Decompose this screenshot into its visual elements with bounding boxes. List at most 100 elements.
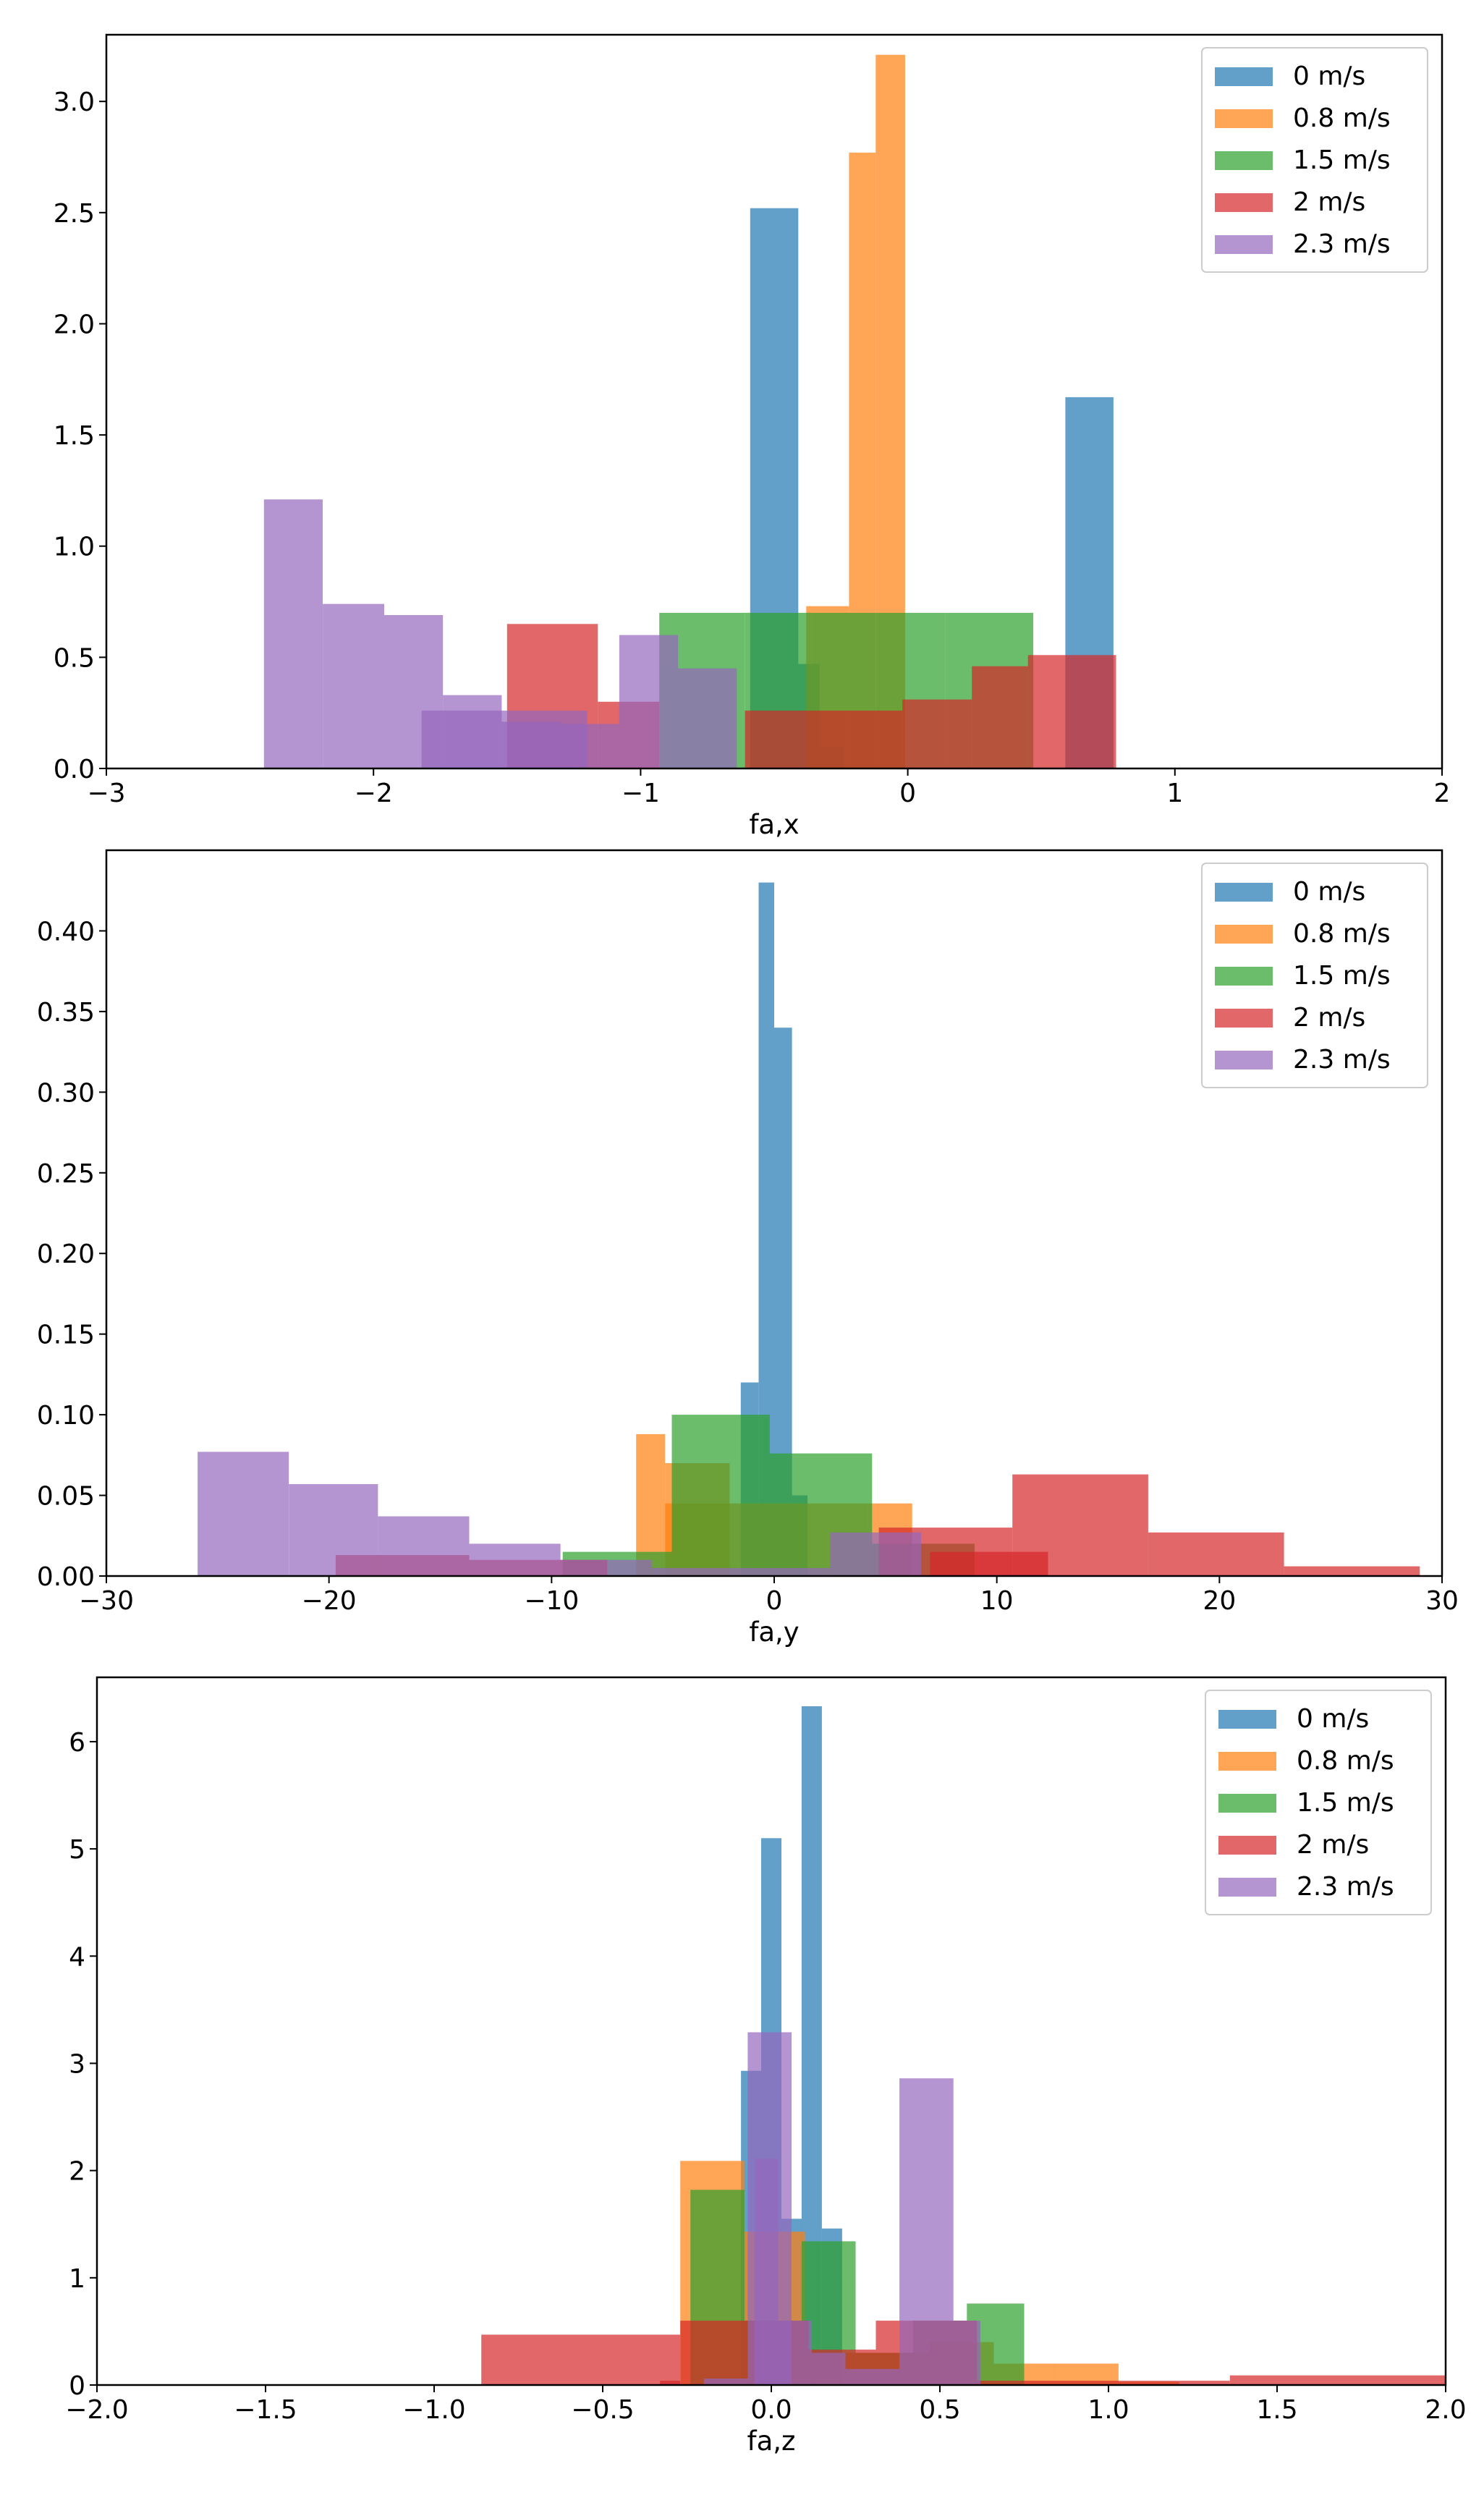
legend-swatch: [1215, 235, 1273, 254]
y-tick-label: 0: [69, 2371, 85, 2401]
x-tick-label: −20: [302, 1586, 357, 1616]
y-tick-label: 5: [69, 1835, 85, 1865]
legend-swatch: [1218, 1752, 1276, 1771]
y-tick-label: 0.20: [37, 1240, 95, 1269]
bar-2-3-m-s: [469, 1543, 561, 1576]
y-tick-label: 2: [69, 2157, 85, 2187]
bar-2-m-s: [481, 2334, 681, 2385]
bar-2-m-s: [902, 699, 972, 768]
y-tick-label: 1.0: [54, 533, 95, 562]
legend-swatch: [1218, 1878, 1276, 1897]
x-tick-label: 1: [1166, 779, 1183, 808]
y-tick-label: 2.5: [54, 199, 95, 229]
x-tick-label: −1.5: [234, 2395, 297, 2425]
legend: 0 m/s 0.8 m/s 1.5 m/s 2 m/s 2.3 m/s: [1201, 863, 1428, 1088]
y-tick-label: 0.0: [54, 755, 95, 784]
legend-swatch: [1215, 151, 1273, 170]
bar-2-m-s: [1284, 1566, 1420, 1576]
bar-2-m-s: [972, 666, 1028, 768]
x-axis-label: fa,x: [749, 809, 799, 840]
x-tick-label: 1.0: [1087, 2395, 1129, 2425]
y-tick-label: 0.00: [37, 1562, 95, 1592]
x-tick-label: −30: [79, 1586, 134, 1616]
x-tick-label: 20: [1203, 1586, 1236, 1616]
bar-2-3-m-s: [811, 2352, 846, 2385]
y-tick-label: 1: [69, 2264, 85, 2294]
bar-2-m-s: [745, 711, 831, 768]
bar-2-3-m-s: [323, 603, 384, 768]
bar-2-3-m-s: [953, 2321, 980, 2385]
chart-panel-3: −2.0 −1.5 −1.0 −0.5 0.0 0.5 1.0 1.5 2.0 0 1 2 3 4 5 6 fa…: [65, 1676, 1467, 2457]
bar-1-5-m-s: [671, 1415, 770, 1576]
bar-2-m-s: [660, 2381, 681, 2385]
bars-group: [263, 54, 1116, 768]
legend-swatch: [1218, 1710, 1276, 1729]
x-tick-label: 0: [766, 1586, 783, 1616]
bar-2-m-s: [1148, 1532, 1284, 1576]
x-tick-label: 2: [1434, 779, 1451, 808]
y-tick-label: 3.0: [54, 88, 95, 117]
x-tick-label: 10: [980, 1586, 1014, 1616]
x-tick-label: −2: [355, 779, 393, 808]
legend-label: 2.3 m/s: [1297, 1872, 1394, 1902]
legend-swatch: [1218, 1794, 1276, 1813]
bar-2-3-m-s: [378, 1516, 470, 1576]
y-tick-label: 0.5: [54, 643, 95, 673]
x-axis-label: fa,z: [747, 2426, 796, 2457]
legend-label: 0 m/s: [1293, 62, 1365, 91]
legend-label: 0 m/s: [1293, 877, 1365, 907]
bar-2-3-m-s: [845, 2368, 900, 2385]
legend-label: 0.8 m/s: [1293, 919, 1391, 949]
x-tick-label: 0.5: [919, 2395, 960, 2425]
legend-swatch: [1215, 193, 1273, 212]
bar-2-3-m-s: [651, 1567, 830, 1576]
legend-swatch: [1215, 883, 1273, 902]
bar-2-3-m-s: [560, 1559, 652, 1576]
bar-2-m-s: [1027, 655, 1116, 768]
legend-box: [1201, 47, 1428, 273]
chart-panel-2: −30 −20 −10 0 10 20 30 0.00 0.05 0.10 0.15 0.20 0.25…: [37, 849, 1459, 1648]
y-tick-label: 6: [69, 1728, 85, 1758]
legend-swatch: [1215, 109, 1273, 128]
axes-frame: [105, 33, 1443, 770]
bar-2-3-m-s: [289, 1484, 378, 1576]
y-tick-label: 3: [69, 2049, 85, 2079]
legend-swatch: [1218, 1836, 1276, 1855]
bar-2-3-m-s: [754, 2159, 779, 2385]
y-tick-label: 0.30: [37, 1078, 95, 1108]
bar-2-3-m-s: [619, 635, 679, 768]
bar-2-3-m-s: [703, 2378, 748, 2385]
legend-label: 2 m/s: [1293, 187, 1365, 217]
bar-2-m-s: [1229, 2375, 1446, 2385]
y-tick-label: 0.05: [37, 1482, 95, 1512]
legend-label: 2 m/s: [1297, 1830, 1369, 1860]
bars-group: [198, 882, 1420, 1576]
x-tick-label: 0: [899, 779, 916, 808]
legend-swatch: [1215, 1009, 1273, 1028]
y-tick-label: 0.25: [37, 1159, 95, 1189]
legend-label: 2.3 m/s: [1293, 1045, 1391, 1075]
legend-box: [1205, 1690, 1432, 1915]
y-tick-label: 0.40: [37, 917, 95, 946]
bar-2-3-m-s: [678, 668, 737, 768]
bar-2-3-m-s: [829, 1532, 921, 1576]
y-tick-label: 4: [69, 1942, 85, 1972]
bar-2-3-m-s: [421, 711, 588, 768]
legend-swatch: [1215, 967, 1273, 986]
bar-2-3-m-s: [778, 2321, 812, 2385]
y-tick-label: 0.10: [37, 1401, 95, 1431]
legend-label: 1.5 m/s: [1293, 145, 1391, 175]
legend-swatch: [1215, 925, 1273, 944]
x-tick-label: −2.0: [65, 2395, 128, 2425]
x-axis-label: fa,y: [749, 1617, 799, 1648]
x-tick-label: −1.0: [402, 2395, 465, 2425]
x-tick-label: 2.0: [1425, 2395, 1466, 2425]
bar-2-m-s: [977, 2381, 1230, 2385]
bar-2-3-m-s: [198, 1452, 289, 1576]
x-tick-label: −10: [524, 1586, 579, 1616]
legend-box: [1201, 863, 1428, 1088]
legend-swatch: [1215, 67, 1273, 86]
x-tick-label: 0.0: [750, 2395, 792, 2425]
x-tick-label: −1: [622, 779, 660, 808]
